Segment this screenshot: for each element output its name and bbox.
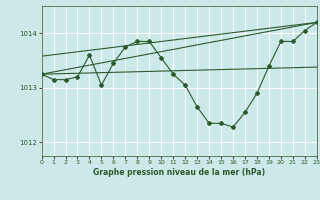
X-axis label: Graphe pression niveau de la mer (hPa): Graphe pression niveau de la mer (hPa): [93, 168, 265, 177]
